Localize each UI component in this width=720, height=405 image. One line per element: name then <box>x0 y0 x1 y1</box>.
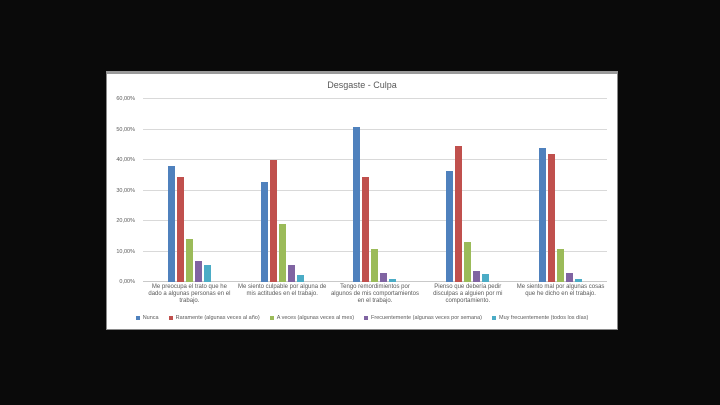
legend-label: Nunca <box>142 315 159 321</box>
legend-item: Nunca <box>135 315 159 321</box>
gridline <box>143 159 607 160</box>
bar-group <box>236 99 329 282</box>
gridline <box>143 189 607 191</box>
bar-a-veces-algunas-veces-al-mes <box>185 238 193 282</box>
y-tick-label: 60,00% <box>116 96 135 102</box>
bar-frecuentemente-algunas-veces-por-semana <box>194 260 202 282</box>
y-tick-label: 10,00% <box>116 248 135 255</box>
chart-panel: Desgaste - Culpa 0,00% 10,00% 20,00% 30,00%… <box>106 71 618 330</box>
legend-item: Muy frecuentemente (todos los días) <box>492 315 588 321</box>
y-tick-label: 30,00% <box>116 187 135 194</box>
bar-muy-frecuentemente-todos-los-d-as <box>389 278 397 282</box>
bar-group <box>143 99 236 282</box>
bar-nunca <box>446 170 454 282</box>
bar-raramente-algunas-veces-al-a-o <box>455 145 463 282</box>
bar-nunca <box>260 182 268 282</box>
y-tick-label: 20,00% <box>116 218 135 224</box>
category-label: Me siento culpable por alguna de mis act… <box>237 284 327 297</box>
bar-a-veces-algunas-veces-al-mes <box>464 242 472 282</box>
bar-raramente-algunas-veces-al-a-o <box>362 177 370 282</box>
legend-item: A veces (algunas veces al mes) <box>269 315 355 321</box>
bar-group <box>514 99 607 282</box>
chart-legend: Nunca Raramente (algunas veces al año) A v… <box>117 315 607 321</box>
y-axis-labels: 0,00% 10,00% 20,00% 30,00% 40,00% 50,00% 60,00… <box>107 96 138 285</box>
legend-marker-icon <box>364 316 369 320</box>
bar-nunca <box>539 148 547 282</box>
bar-muy-frecuentemente-todos-los-d-as <box>203 264 211 282</box>
category-label: Tengo remordimientos por algunos de mis … <box>330 284 420 304</box>
bar-muy-frecuentemente-todos-los-d-as <box>575 279 583 282</box>
legend-label: A veces (algunas veces al mes) <box>276 315 355 321</box>
bar-muy-frecuentemente-todos-los-d-as <box>296 275 304 282</box>
legend-marker-icon <box>269 316 274 320</box>
y-tick-label: 40,00% <box>116 157 135 163</box>
gridline <box>143 128 607 130</box>
gridline <box>143 220 607 221</box>
chart-title: Desgaste - Culpa <box>327 80 397 90</box>
bar-raramente-algunas-veces-al-a-o <box>176 176 184 282</box>
bar-a-veces-algunas-veces-al-mes <box>557 249 565 282</box>
bar-a-veces-algunas-veces-al-mes <box>371 249 379 282</box>
bar-raramente-algunas-veces-al-a-o <box>269 159 277 282</box>
legend-marker-icon <box>492 316 497 320</box>
gridline <box>143 98 607 99</box>
legend-label: Muy frecuentemente (todos los días) <box>499 315 589 321</box>
bar-muy-frecuentemente-todos-los-d-as <box>482 274 490 282</box>
y-tick-label: 50,00% <box>116 126 135 133</box>
bar-frecuentemente-algunas-veces-por-semana <box>566 273 574 282</box>
legend-marker-icon <box>135 316 140 320</box>
plot-area <box>143 98 607 282</box>
bar-raramente-algunas-veces-al-a-o <box>548 154 556 282</box>
bars-row <box>143 99 607 282</box>
category-label: Me preocupa el trato que he dado a algun… <box>148 284 231 304</box>
category-label: Me siento mal por algunas cosas que he d… <box>516 284 605 297</box>
legend-item: Frecuentemente (algunas veces por semana… <box>364 315 482 321</box>
legend-item: Raramente (algunas veces al año) <box>168 315 260 321</box>
bar-nunca <box>353 127 361 282</box>
legend-label: Frecuentemente (algunas veces por semana… <box>371 315 483 321</box>
bar-frecuentemente-algunas-veces-por-semana <box>473 271 481 282</box>
category-axis-labels: Me preocupa el trato que he dado a algun… <box>143 284 607 305</box>
bar-a-veces-algunas-veces-al-mes <box>278 224 286 282</box>
bar-group <box>329 99 422 282</box>
legend-marker-icon <box>168 316 173 320</box>
bar-frecuentemente-algunas-veces-por-semana <box>287 264 295 282</box>
category-label: Pienso que debería pedir disculpas a alg… <box>433 284 503 304</box>
bar-nunca <box>167 166 175 282</box>
y-tick-label: 0,00% <box>119 279 135 285</box>
bar-group <box>421 99 514 282</box>
legend-label: Raramente (algunas veces al año) <box>175 315 260 321</box>
bar-frecuentemente-algunas-veces-por-semana <box>380 273 388 282</box>
